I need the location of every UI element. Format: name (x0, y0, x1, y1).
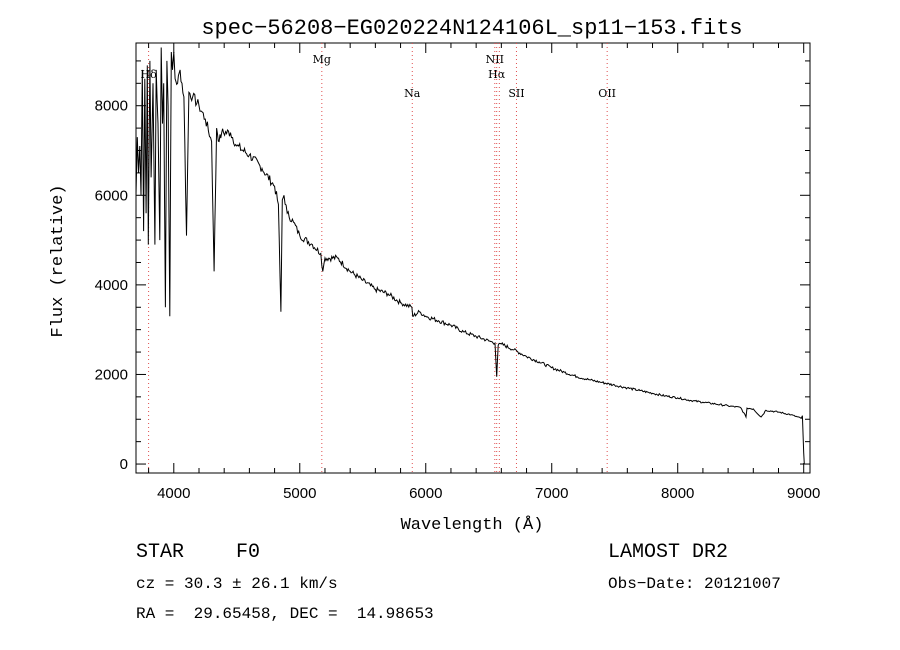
y-tick-label-0: 0 (120, 456, 128, 473)
line-label-1: Mg (313, 53, 331, 66)
line-label-4: Hα (488, 68, 506, 81)
y-tick-label-2: 4000 (95, 277, 128, 294)
coordinates: RA = 29.65458, DEC = 14.98653 (136, 605, 434, 623)
object-type: STAR (136, 541, 185, 564)
y-tick-label-3: 6000 (95, 187, 128, 204)
x-tick-label-1: 5000 (283, 485, 316, 502)
survey-name: LAMOST DR2 (608, 541, 729, 564)
y-tick-label-1: 2000 (95, 366, 128, 383)
obs-date: Obs−Date: 20121007 (608, 575, 781, 593)
plot-frame (135, 42, 811, 474)
axis-ticks: 4000 5000 6000 7000 8000 9000 0 2000 4000 6000 800… (95, 43, 820, 502)
flux-line (135, 47, 805, 465)
x-tick-label-0: 4000 (157, 485, 190, 502)
chart-title: spec−56208−EG020224N124106L_sp11−153.fit… (201, 16, 742, 41)
y-axis-label: Flux (relative) (49, 184, 68, 337)
subclass: F0 (236, 541, 261, 564)
line-label-7: OII (598, 87, 616, 100)
x-tick-label-3: 7000 (535, 485, 568, 502)
y-tick-label-4: 8000 (95, 98, 128, 115)
x-tick-label-4: 8000 (661, 485, 694, 502)
redshift-cz: cz = 30.3 ± 26.1 km/s (136, 575, 338, 593)
line-label-0: Hδ (140, 68, 157, 81)
line-label-3: NII (486, 53, 504, 66)
x-tick-label-2: 6000 (409, 485, 442, 502)
line-label-6: SII (508, 87, 524, 100)
line-label-2: Na (404, 87, 421, 100)
x-axis-label: Wavelength (Å) (401, 516, 544, 535)
x-tick-label-5: 9000 (787, 485, 820, 502)
